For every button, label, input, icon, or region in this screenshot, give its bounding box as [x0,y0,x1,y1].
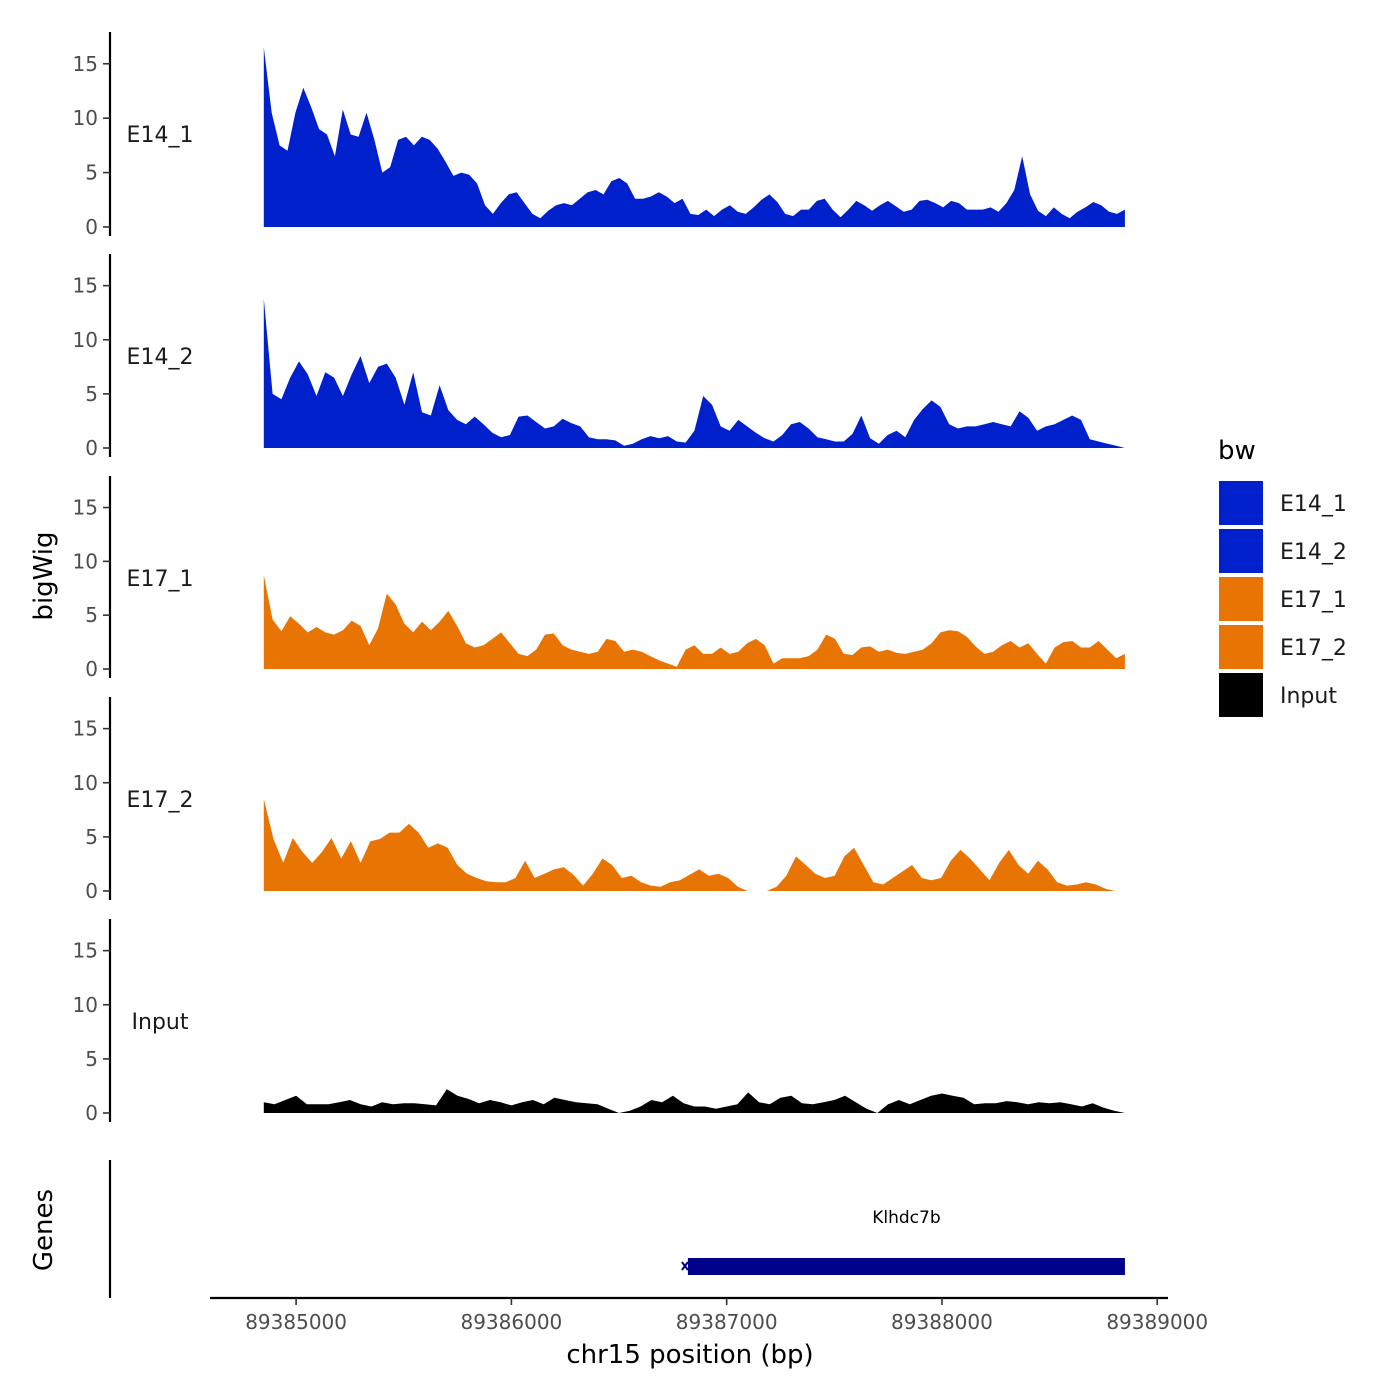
legend-swatch-E14_2 [1217,527,1265,575]
area-E14_1 [263,47,1125,228]
legend-swatch-E14_1 [1217,479,1265,527]
y-tick-label: 5 [85,161,98,185]
y-tick-label: 15 [73,496,98,520]
y-tick-label: 0 [85,879,98,903]
x-tick-label: 89388000 [891,1310,993,1334]
y-tick-label: 5 [85,603,98,627]
x-axis-title: chr15 position (bp) [566,1340,813,1370]
y-tick-label: 10 [73,549,98,573]
y-tick-label: 10 [73,328,98,352]
gene-strand-marker [681,1261,689,1271]
legend-swatch-E17_1 [1217,575,1265,623]
area-Input [263,1089,1125,1113]
genes-axis-title: Genes [29,1189,59,1271]
y-tick-label: 5 [85,382,98,406]
track-label-E14_2: E14_2 [127,345,194,370]
track-label-E17_1: E17_1 [127,567,194,592]
gene-label-Klhdc7b: Klhdc7b [872,1208,940,1228]
track-label-Input: Input [132,1010,189,1035]
area-E17_1 [263,575,1125,669]
y-axis-title: bigWig [29,531,59,620]
y-tick-label: 10 [73,771,98,795]
x-tick-label: 89387000 [676,1310,778,1334]
legend-label-E14_1: E14_1 [1280,492,1347,517]
y-tick-label: 5 [85,825,98,849]
y-tick-label: 15 [73,939,98,963]
y-tick-label: 0 [85,1101,98,1125]
legend-label-E17_1: E17_1 [1280,588,1347,613]
area-E17_2 [263,799,1125,891]
gene-bar-Klhdc7b [687,1258,1125,1275]
legend-swatch-E17_2 [1217,623,1265,671]
y-tick-label: 10 [73,106,98,130]
area-E14_2 [263,298,1125,448]
y-tick-label: 15 [73,717,98,741]
y-tick-label: 0 [85,657,98,681]
y-tick-label: 10 [73,993,98,1017]
y-tick-label: 5 [85,1047,98,1071]
track-label-E17_2: E17_2 [127,788,194,813]
legend-label-Input: Input [1280,684,1337,709]
legend-label-E14_2: E14_2 [1280,540,1347,565]
legend-swatch-Input [1217,671,1265,719]
x-tick-label: 89385000 [245,1310,347,1334]
track-label-E14_1: E14_1 [127,123,194,148]
legend-label-E17_2: E17_2 [1280,636,1347,661]
y-tick-label: 15 [73,274,98,298]
legend-title: bw [1218,436,1256,466]
y-tick-label: 0 [85,436,98,460]
x-tick-label: 89389000 [1106,1310,1208,1334]
y-tick-label: 15 [73,52,98,76]
x-tick-label: 89386000 [460,1310,562,1334]
y-tick-label: 0 [85,215,98,239]
